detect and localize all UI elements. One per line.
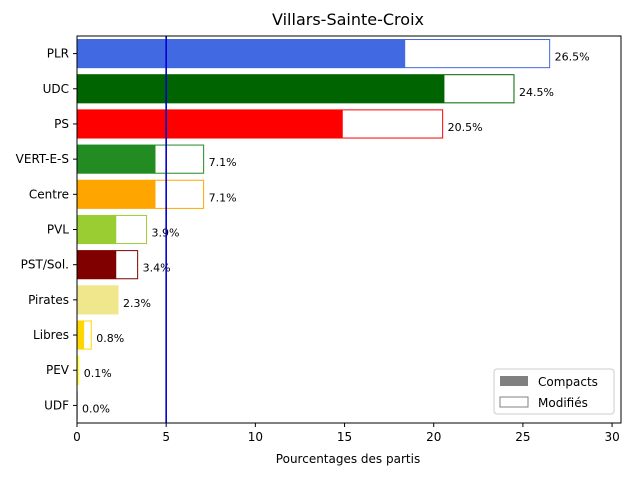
legend: Compacts Modifiés [493, 368, 615, 415]
legend-swatch-outline [499, 396, 529, 408]
bar-compacts [77, 109, 343, 139]
bar-compacts [77, 250, 117, 279]
x-tick-label: 5 [162, 430, 170, 444]
legend-label: Compacts [538, 375, 598, 389]
x-tick-label: 20 [426, 430, 441, 444]
y-tick-label: Pirates [28, 293, 69, 307]
x-axis-label: Pourcentages des partis [276, 452, 420, 466]
bar-compacts [77, 215, 117, 244]
x-tick-label: 30 [604, 430, 619, 444]
y-tick-label: PLR [47, 47, 69, 61]
bar-value-label: 20.5% [448, 121, 483, 134]
x-tick-label: 0 [73, 430, 81, 444]
x-tick-label: 25 [515, 430, 530, 444]
bar-value-label: 24.5% [519, 86, 554, 99]
y-tick-label: VERT-E-S [16, 152, 69, 166]
bar-value-label: 7.1% [209, 191, 237, 204]
value-labels-layer: 26.5%24.5%20.5%7.1%7.1%3.9%3.4%2.3%0.8%0… [82, 51, 590, 416]
y-tick-label: Libres [33, 328, 69, 342]
y-tick-label: PS [54, 117, 69, 131]
y-tick-label: PVL [47, 223, 69, 237]
bar-compacts [77, 285, 119, 314]
y-tick-label: UDF [44, 398, 69, 412]
bar-value-label: 0.8% [96, 332, 124, 345]
axes-layer: PLR UDC PS VERT-E-S Centre PVL PST/Sol. Pirates… [16, 35, 622, 444]
bar-compacts [77, 320, 85, 350]
y-tick-label: PEV [46, 363, 70, 377]
plot-frame [76, 35, 622, 424]
bar-value-label: 26.5% [555, 51, 590, 64]
y-tick-label: PST/Sol. [21, 258, 69, 272]
bar-value-label: 0.0% [82, 402, 110, 415]
bar-value-label: 2.3% [123, 297, 151, 310]
legend-label: Modifiés [538, 396, 588, 410]
y-tick-label: UDC [43, 82, 69, 96]
bar-compacts [77, 39, 406, 68]
bar-value-label: 3.4% [143, 262, 171, 275]
bars-layer [76, 39, 551, 420]
legend-swatch-filled [500, 376, 528, 386]
x-tick-label: 10 [248, 430, 263, 444]
chart-title: Villars-Sainte-Croix [272, 10, 424, 29]
y-tick-label: Centre [29, 187, 69, 201]
x-tick-label: 15 [337, 430, 352, 444]
bar-compacts [77, 180, 156, 209]
bar-value-label: 0.1% [84, 367, 112, 380]
bar-compacts [77, 145, 156, 174]
bar-value-label: 7.1% [209, 156, 237, 169]
bar-compacts [77, 74, 445, 103]
